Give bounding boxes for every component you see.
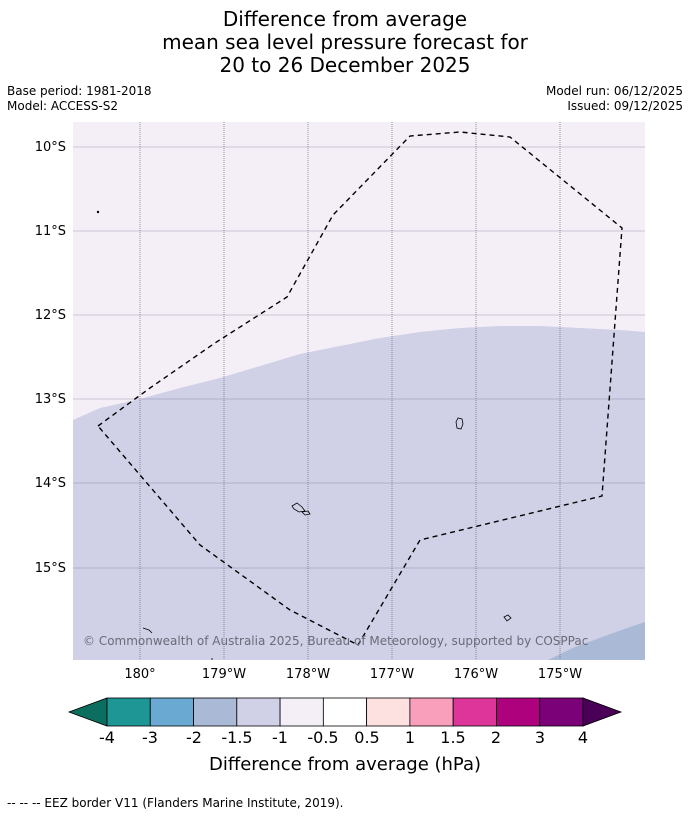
colorbar-swatch xyxy=(409,697,454,727)
colorbar-swatch xyxy=(539,697,584,727)
island-outline xyxy=(142,627,153,634)
colorbar: -4 -3 -2 -1.5 -1 -0.5 0.5 1 1.5 2 3 4 Di… xyxy=(67,697,623,775)
colorbar-label: 4 xyxy=(578,728,588,747)
map-title: Difference from average mean sea level p… xyxy=(0,8,690,77)
lon-gridlines xyxy=(139,122,561,660)
lon-label: 178°W xyxy=(286,667,330,682)
copyright-text: © Commonwealth of Australia 2025, Bureau… xyxy=(83,634,588,648)
colorbar-swatch xyxy=(236,697,281,727)
pressure-region-minus1.5 xyxy=(73,326,645,660)
colorbar-swatch xyxy=(322,697,368,727)
colorbar-label: 1.5 xyxy=(440,728,465,747)
lat-labels: 10°S 11°S 12°S 13°S 14°S 15°S xyxy=(35,140,66,576)
colorbar-label: 1 xyxy=(405,728,415,747)
title-line-1: Difference from average xyxy=(222,7,468,31)
lat-label: 14°S xyxy=(35,476,66,491)
colorbar-swatch xyxy=(279,697,324,727)
colorbar-title: Difference from average (hPa) xyxy=(209,754,481,775)
colorbar-swatch xyxy=(366,697,411,727)
colorbar-swatch xyxy=(452,697,497,727)
islands xyxy=(96,210,512,660)
issued-text: Issued: 09/12/2025 xyxy=(567,99,683,113)
colorbar-label: -0.5 xyxy=(307,728,338,747)
colorbar-label: -3 xyxy=(142,728,158,747)
island-dot xyxy=(96,210,100,214)
colorbar-swatch xyxy=(193,697,238,727)
colorbar-labels: -4 -3 -2 -1.5 -1 -0.5 0.5 1 1.5 2 3 4 xyxy=(99,728,588,747)
lat-gridlines xyxy=(73,146,645,569)
colorbar-label: -4 xyxy=(99,728,115,747)
colorbar-label: 3 xyxy=(535,728,545,747)
model-text: Model: ACCESS-S2 xyxy=(7,99,119,113)
lat-label: 11°S xyxy=(35,224,66,239)
island-outline xyxy=(291,502,306,513)
lon-labels: 180° 179°W 178°W 177°W 176°W 175°W xyxy=(124,667,582,682)
colorbar-swatch xyxy=(149,697,194,727)
colorbar-label: -1.5 xyxy=(221,728,252,747)
lon-label: 176°W xyxy=(454,667,498,682)
colorbar-label: 2 xyxy=(491,728,501,747)
lon-label: 175°W xyxy=(538,667,582,682)
lon-label: 177°W xyxy=(370,667,414,682)
lat-label: 13°S xyxy=(35,392,66,407)
colorbar-label: -2 xyxy=(186,728,202,747)
island-outline xyxy=(455,417,464,430)
colorbar-swatch xyxy=(496,697,541,727)
eez-border xyxy=(96,131,623,646)
meta-right: Model run: 06/12/2025 Issued: 09/12/2025 xyxy=(546,84,683,114)
colorbar-swatches xyxy=(67,697,623,727)
island-outline xyxy=(503,614,512,622)
island-outline xyxy=(301,510,311,516)
colorbar-label: 0.5 xyxy=(354,728,379,747)
pressure-region-minus2 xyxy=(548,622,645,660)
title-line-3: 20 to 26 December 2025 xyxy=(219,53,471,77)
title-line-2: mean sea level pressure forecast for xyxy=(162,30,528,54)
lon-label: 180° xyxy=(124,667,155,682)
colorbar-swatch-right-arrow xyxy=(582,697,623,727)
colorbar-label: -1 xyxy=(272,728,288,747)
map-area: © Commonwealth of Australia 2025, Bureau… xyxy=(73,122,645,660)
lon-label: 179°W xyxy=(202,667,246,682)
base-period-text: Base period: 1981-2018 xyxy=(7,84,152,98)
model-run-text: Model run: 06/12/2025 xyxy=(545,84,683,98)
lat-label: 15°S xyxy=(35,561,66,576)
eez-legend-text: -- -- -- EEZ border V11 (Flanders Marine… xyxy=(7,796,344,810)
lat-label: 12°S xyxy=(35,308,66,323)
colorbar-swatch xyxy=(106,697,151,727)
colorbar-swatch-left-arrow xyxy=(67,697,108,727)
lat-label: 10°S xyxy=(35,140,66,155)
meta-left: Base period: 1981-2018 Model: ACCESS-S2 xyxy=(7,84,152,114)
